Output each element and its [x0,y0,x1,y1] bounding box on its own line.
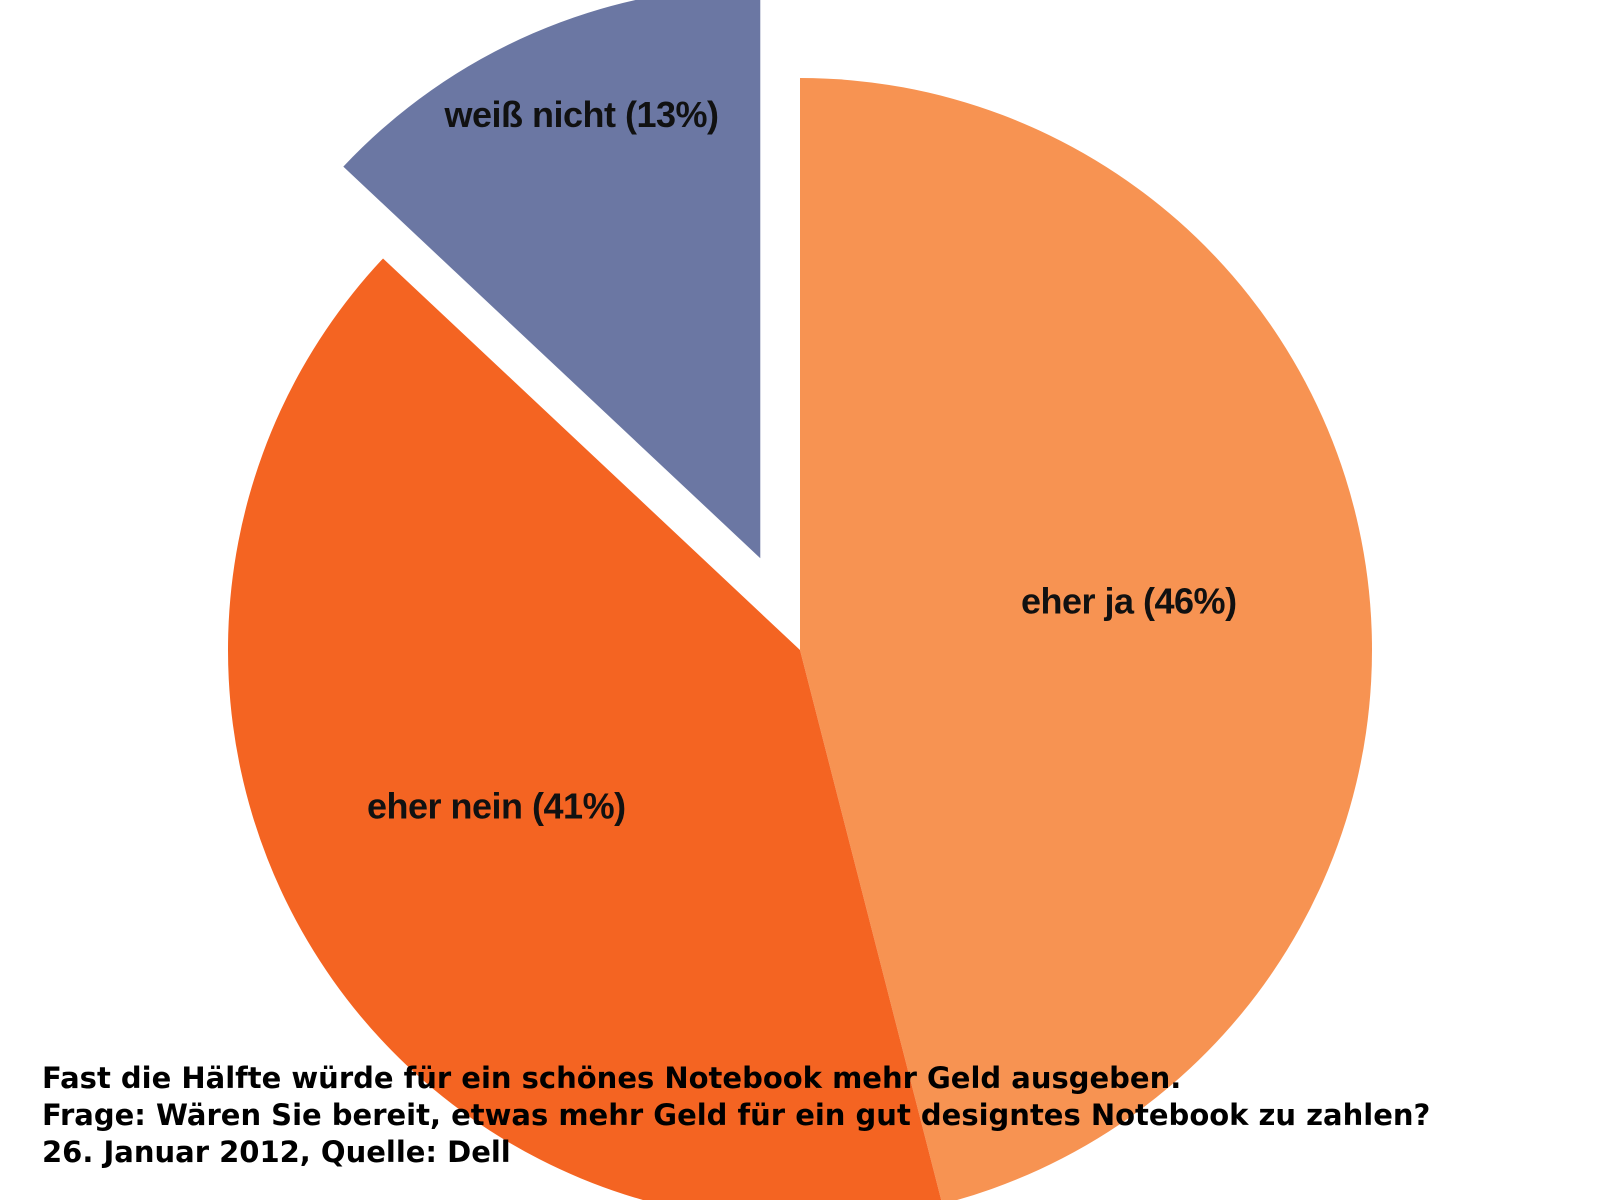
pie-slice-3 [343,0,761,559]
pie-slice-2 [228,258,942,1200]
pie-slice-label-1: eher ja (46%) [1021,581,1237,622]
pie-slice-1 [800,78,1372,1200]
caption-headline: Fast die Hälfte würde für ein schönes No… [42,1061,1182,1095]
pie-slice-label-2: eher nein (41%) [367,786,626,827]
caption-question: Frage: Wären Sie bereit, etwas mehr Geld… [42,1098,1431,1132]
chart-caption: Fast die Hälfte würde für ein schönes No… [42,1060,1430,1171]
caption-source: 26. Januar 2012, Quelle: Dell [42,1135,511,1169]
pie-slice-label-3: weiß nicht (13%) [443,94,718,135]
